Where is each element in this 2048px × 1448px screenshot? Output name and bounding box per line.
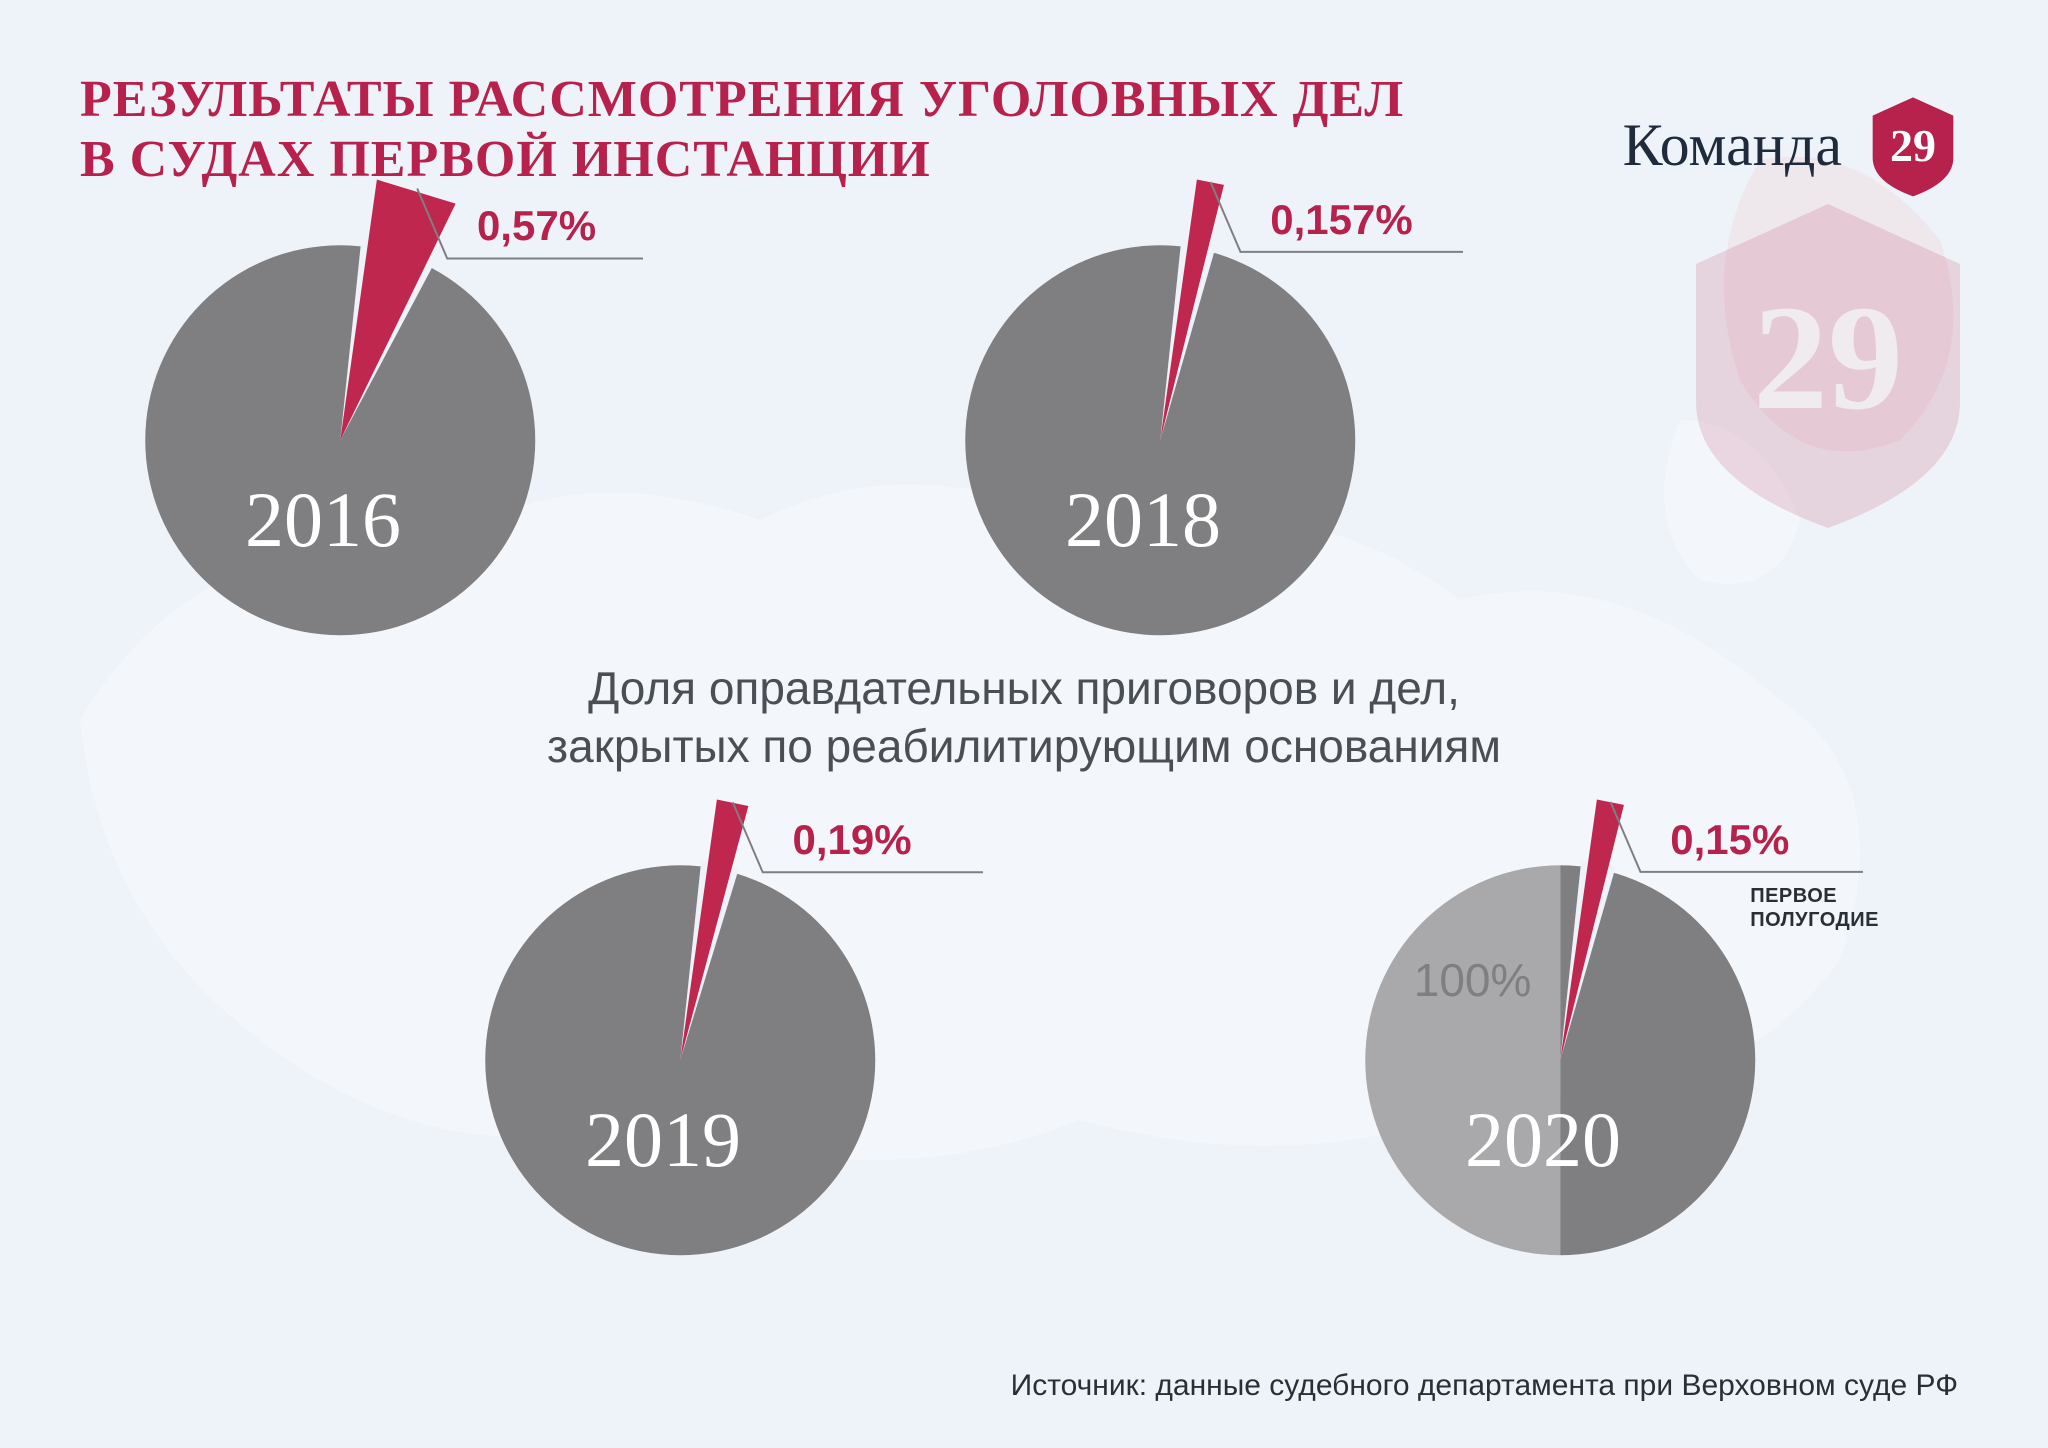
callout-value: 0,57% (477, 202, 596, 250)
callout-value: 0,19% (792, 816, 911, 864)
title-line1: РЕЗУЛЬТАТЫ РАССМОТРЕНИЯ УГОЛОВНЫХ ДЕЛ (80, 70, 1404, 130)
pie-2018: 100% 2018 0,157% (857, 137, 1464, 744)
year-label: 2016 (245, 475, 401, 565)
label-100pct: 100% (1014, 333, 1132, 387)
label-100pct: 100% (194, 333, 312, 387)
logo-text: Команда (1623, 111, 1842, 180)
logo: Команда 29 (1623, 90, 1968, 200)
year-label: 2018 (1065, 475, 1221, 565)
callout-value: 0,15% (1670, 816, 1789, 864)
callout-note: ПЕРВОЕ ПОЛУГОДИЕ (1750, 884, 1879, 932)
logo-badge: 29 (1858, 90, 1968, 200)
pie-2019: 100% 2019 0,19% (377, 757, 984, 1364)
callout-value: 0,157% (1270, 196, 1412, 244)
pie-2020: 100%20200,15%ПЕРВОЕ ПОЛУГОДИЕ (1257, 757, 1864, 1364)
pie-2016: 100% 2016 0,57% (37, 137, 644, 744)
logo-badge-number: 29 (1890, 119, 1936, 172)
source-text: Источник: данные судебного департамента … (1011, 1369, 1958, 1403)
label-100pct: 100% (1414, 953, 1532, 1007)
year-label: 2019 (585, 1095, 741, 1185)
svg-text:29: 29 (1753, 275, 1903, 441)
year-label: 2020 (1465, 1095, 1621, 1185)
logo-watermark: 29 (1648, 180, 2008, 540)
label-100pct: 100% (534, 953, 652, 1007)
